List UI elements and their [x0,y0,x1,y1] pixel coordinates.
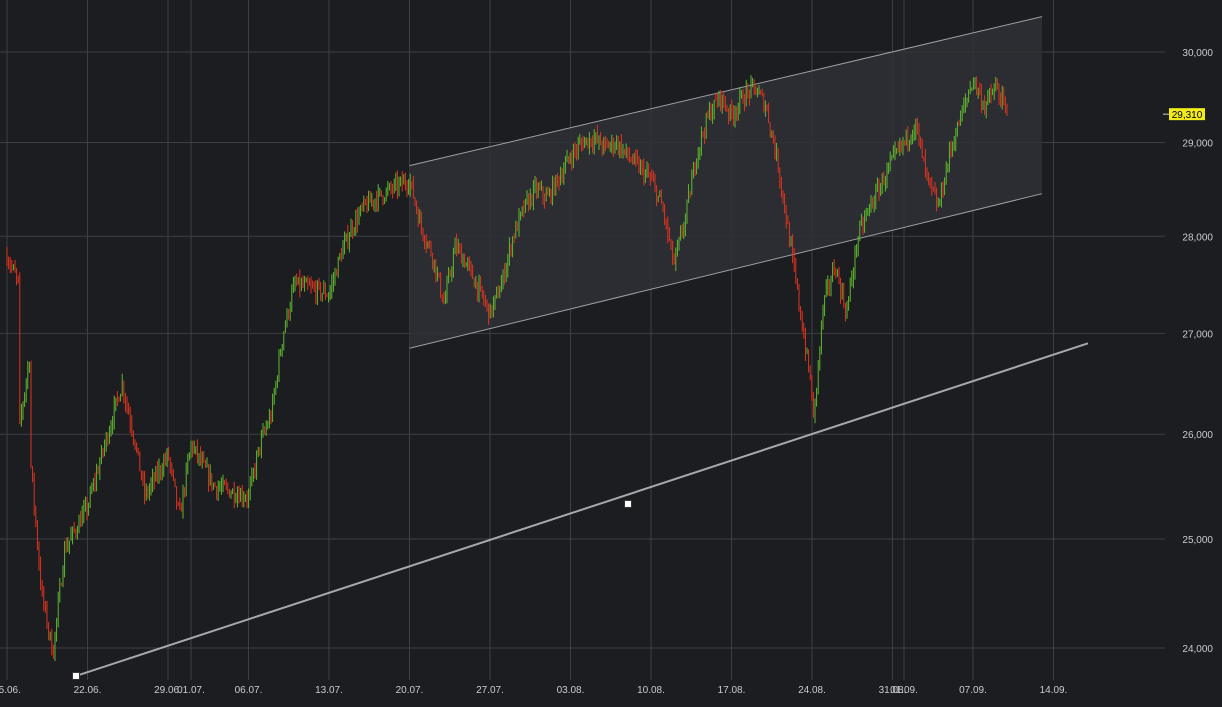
trendline[interactable] [75,342,1089,677]
x-axis-tick-labels: 15.06. 22.06. 29.06.01.07. 06.07. 13.07. 20.0… [0,685,1067,696]
x-tick-label: 07.09. [959,685,987,696]
y-tick-label: 27,000 [1182,329,1213,340]
x-tick-label: 20.07. [396,685,424,696]
y-tick-label: 29,000 [1182,139,1213,150]
x-tick-label: 17.08. [718,685,746,696]
x-tick-label: 06.07. [235,685,263,696]
x-tick-label: 10.08. [637,685,665,696]
y-tick-label: 24,000 [1182,644,1213,655]
x-tick-label: 01.07. [177,685,205,696]
last-price-tag: 29,310 [1163,108,1205,121]
x-tick-label: 14.09. [1040,685,1068,696]
channel-lower-line[interactable] [409,193,1043,349]
y-tick-label: 25,000 [1182,535,1213,546]
trendline-start-handle[interactable] [72,671,80,680]
x-tick-label: 01.09. [890,685,918,696]
y-tick-label: 30,000 [1182,48,1213,59]
channel-fill [409,16,1042,349]
x-tick-label: 15.06. [0,685,21,696]
y-tick-label: 26,000 [1182,430,1213,441]
x-tick-label: 13.07. [315,685,343,696]
y-axis-tick-labels: 24,000 25,000 26,000 27,000 28,000 29,000 30,0… [1182,48,1213,655]
vertical-gridlines [6,0,1054,680]
last-price-tag-bg [1169,108,1205,121]
candlestick-series [6,75,1008,661]
trendline-mid-handle[interactable] [624,499,632,508]
x-tick-label: 22.06. [74,685,102,696]
x-tick-label: 27.07. [476,685,504,696]
x-tick-label: 24.08. [798,685,826,696]
x-tick-label: 29.06. [154,685,182,696]
support-trendline[interactable] [72,342,1089,680]
trend-channel[interactable] [409,16,1043,349]
y-tick-label: 28,000 [1182,232,1213,243]
x-tick-label: 03.08. [557,685,585,696]
last-price-tag-text: 29,310 [1172,110,1203,121]
channel-upper-line[interactable] [409,16,1043,167]
x-tick-label: 31.08. [879,685,907,696]
